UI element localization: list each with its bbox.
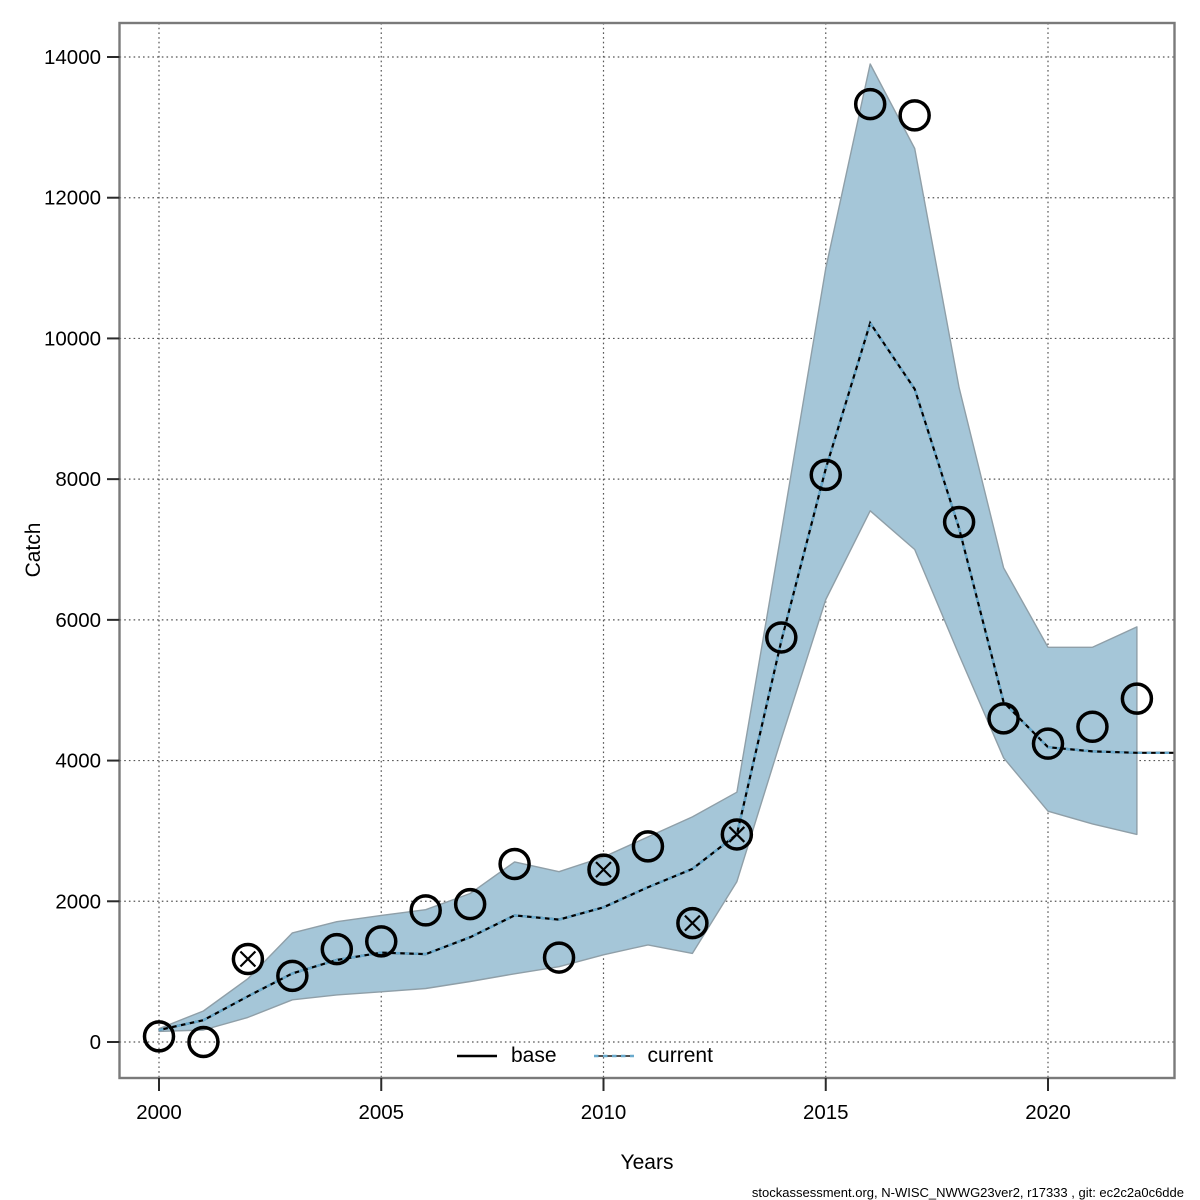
y-tick-label: 2000	[55, 890, 101, 913]
observation-point	[898, 99, 931, 132]
observation-cross	[684, 914, 701, 932]
observation-point	[942, 505, 976, 539]
legend-current-line-sample	[593, 1054, 634, 1058]
observation-point	[1120, 682, 1154, 715]
x-tick-label: 2020	[1025, 1101, 1071, 1124]
observation-point	[720, 818, 754, 851]
x-tick-label: 2015	[803, 1101, 849, 1124]
legend-base-line-sample	[457, 1054, 497, 1058]
observation-point	[853, 87, 887, 121]
x-tick-label: 2005	[358, 1101, 404, 1124]
observation-point	[409, 894, 442, 927]
y-tick-label: 0	[90, 1031, 101, 1054]
observation-cross	[239, 950, 257, 968]
observation-point	[542, 941, 576, 974]
observation-point	[320, 932, 354, 966]
legend: base current	[456, 1044, 713, 1068]
legend-current-label: current	[647, 1044, 713, 1067]
observation-point	[987, 702, 1020, 735]
observation-point	[1076, 710, 1109, 744]
observation-point	[1031, 727, 1065, 760]
observation-point	[231, 942, 265, 976]
y-tick-label: 4000	[55, 750, 101, 773]
observation-point	[365, 925, 398, 958]
observation-point	[631, 830, 665, 863]
source-attribution: stockassessment.org, N-WISC_NWWG23ver2, …	[751, 1185, 1184, 1200]
y-tick-label: 12000	[44, 187, 101, 210]
legend-base-label: base	[511, 1044, 557, 1067]
confidence-band	[158, 63, 1138, 1033]
y-tick-label: 6000	[55, 609, 101, 632]
observation-point	[587, 853, 620, 886]
observation-point	[498, 847, 531, 881]
y-tick-label: 10000	[44, 327, 101, 350]
plot-frame	[118, 21, 1176, 1080]
x-tick-label: 2000	[136, 1101, 182, 1124]
observation-point	[187, 1025, 220, 1059]
observation-cross	[728, 826, 746, 843]
y-axis-title: Catch	[22, 522, 45, 578]
observation-point	[676, 906, 709, 940]
observation-point	[809, 458, 842, 492]
y-tick-label: 14000	[44, 46, 101, 69]
x-axis-title: Years	[620, 1151, 674, 1174]
observation-point	[453, 887, 487, 921]
observation-point	[765, 621, 798, 654]
current-line	[158, 320, 1175, 1032]
observation-point	[142, 1020, 176, 1053]
y-tick-label: 8000	[55, 468, 101, 491]
observation-cross	[595, 861, 612, 878]
observation-point	[276, 959, 309, 993]
x-tick-label: 2010	[581, 1101, 627, 1124]
